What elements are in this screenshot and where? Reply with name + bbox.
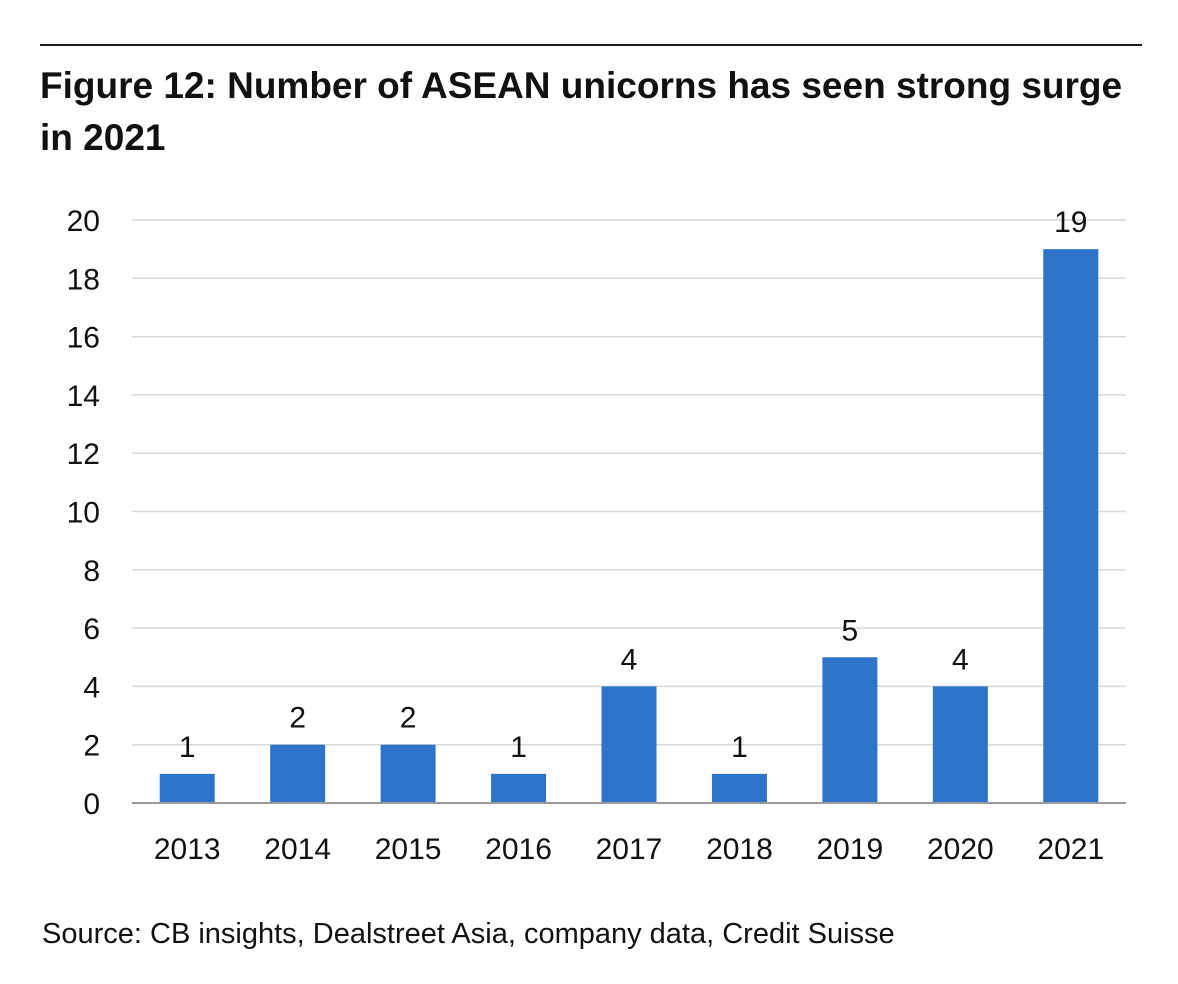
bar-2014 xyxy=(270,744,326,803)
y-tick-label: 18 xyxy=(67,263,100,296)
x-tick-label-2016: 2016 xyxy=(485,833,552,866)
y-tick-label: 12 xyxy=(67,438,100,471)
data-label-2013: 1 xyxy=(179,731,196,764)
data-label-2015: 2 xyxy=(400,702,417,735)
top-rule xyxy=(40,44,1142,46)
data-label-2017: 4 xyxy=(621,643,638,676)
x-tick-label-2014: 2014 xyxy=(264,833,331,866)
bar-2021 xyxy=(1043,249,1099,803)
data-label-2016: 1 xyxy=(510,731,527,764)
y-tick-label: 14 xyxy=(67,380,100,413)
x-tick-label-2017: 2017 xyxy=(596,833,663,866)
bar-2019 xyxy=(822,657,878,803)
y-tick-label: 8 xyxy=(83,555,100,588)
x-axis-ticks: 2013 2014 2015 2016 2017 2018 2019 2020 2021 xyxy=(154,833,1104,866)
data-label-2020: 4 xyxy=(952,643,969,676)
y-tick-label: 4 xyxy=(83,671,100,704)
y-tick-label: 10 xyxy=(67,497,100,530)
y-tick-label: 6 xyxy=(83,613,100,646)
bar-2013 xyxy=(159,773,215,803)
bar-2016 xyxy=(491,773,547,803)
data-label-2019: 5 xyxy=(842,614,859,647)
bar-2015 xyxy=(380,744,436,803)
y-tick-label: 20 xyxy=(67,205,100,238)
data-labels: 1 2 2 1 4 1 5 4 19 xyxy=(179,206,1088,764)
bar-2020 xyxy=(932,686,988,803)
figure-title: Figure 12: Number of ASEAN unicorns has … xyxy=(40,65,1123,158)
bar-2017 xyxy=(601,686,657,803)
x-tick-label-2013: 2013 xyxy=(154,833,221,866)
x-tick-label-2018: 2018 xyxy=(706,833,773,866)
y-tick-label: 2 xyxy=(83,730,100,763)
x-tick-label-2021: 2021 xyxy=(1037,833,1104,866)
bar-2018 xyxy=(711,773,767,803)
bars xyxy=(159,249,1099,803)
x-tick-label-2020: 2020 xyxy=(927,833,994,866)
x-tick-label-2015: 2015 xyxy=(375,833,442,866)
x-tick-label-2019: 2019 xyxy=(817,833,884,866)
gridlines xyxy=(132,219,1126,746)
data-label-2021: 19 xyxy=(1054,206,1087,239)
data-label-2018: 1 xyxy=(731,731,748,764)
data-label-2014: 2 xyxy=(289,702,306,735)
y-tick-label: 16 xyxy=(67,322,100,355)
source-note: Source: CB insights, Dealstreet Asia, co… xyxy=(42,918,895,950)
y-axis-ticks: 0 2 4 6 8 10 12 14 16 18 20 xyxy=(67,205,100,821)
y-tick-label: 0 xyxy=(83,788,100,821)
